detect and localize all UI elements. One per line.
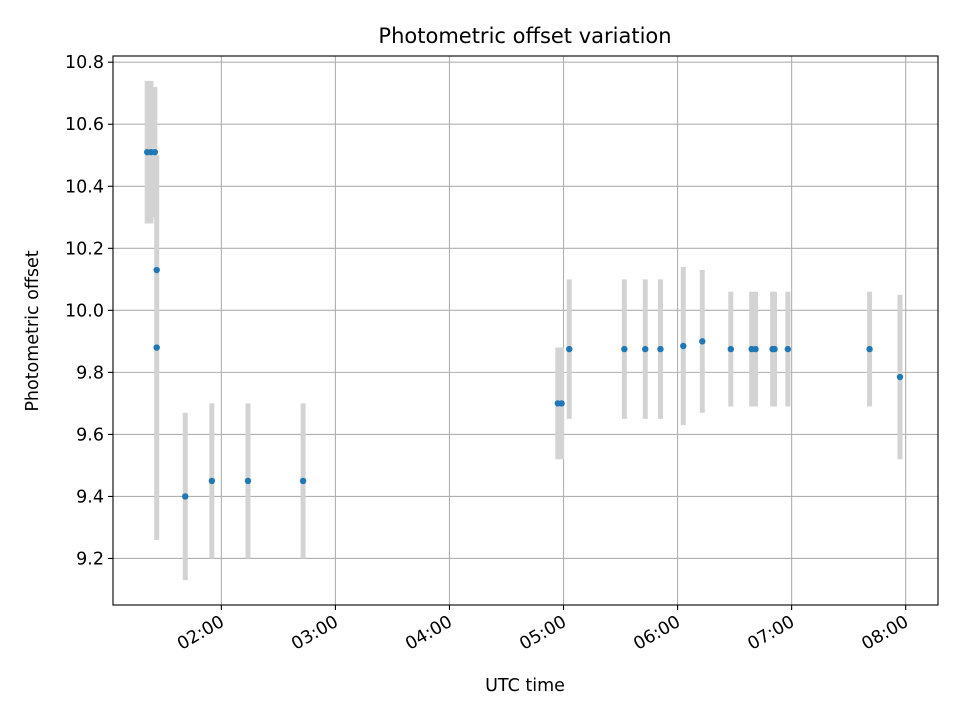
data-point <box>244 477 252 485</box>
y-tick-label: 9.8 <box>76 363 104 383</box>
chart-title: Photometric offset variation <box>378 24 671 48</box>
data-point <box>642 345 649 353</box>
y-tick-label: 10.8 <box>65 53 104 73</box>
x-axis-title: UTC time <box>485 676 565 696</box>
y-tick-label: 10.4 <box>65 177 104 197</box>
data-point <box>299 477 307 485</box>
data-point <box>558 400 565 407</box>
data-point <box>896 373 904 381</box>
data-point <box>208 477 216 485</box>
data-point <box>153 266 160 274</box>
data-point <box>566 345 573 353</box>
data-point <box>680 342 687 350</box>
data-point <box>699 338 706 345</box>
data-point <box>784 345 792 353</box>
data-points <box>144 148 904 500</box>
y-tick-label: 10.6 <box>65 115 104 135</box>
data-point <box>151 148 159 156</box>
data-point <box>182 493 189 500</box>
plot-frame <box>112 55 939 606</box>
data-point <box>657 345 664 353</box>
data-point <box>153 344 160 351</box>
data-point <box>621 345 628 353</box>
data-point <box>752 345 759 353</box>
y-tick-label: 10.0 <box>65 301 104 321</box>
data-point <box>866 345 873 353</box>
y-tick-label: 9.2 <box>76 549 104 569</box>
y-tick-label: 9.6 <box>76 425 104 445</box>
data-point <box>771 345 778 353</box>
grid <box>113 56 938 605</box>
y-tick-label: 10.2 <box>65 239 104 259</box>
data-point <box>727 345 734 353</box>
y-axis-title: Photometric offset <box>23 250 43 411</box>
y-tick-label: 9.4 <box>76 487 104 507</box>
